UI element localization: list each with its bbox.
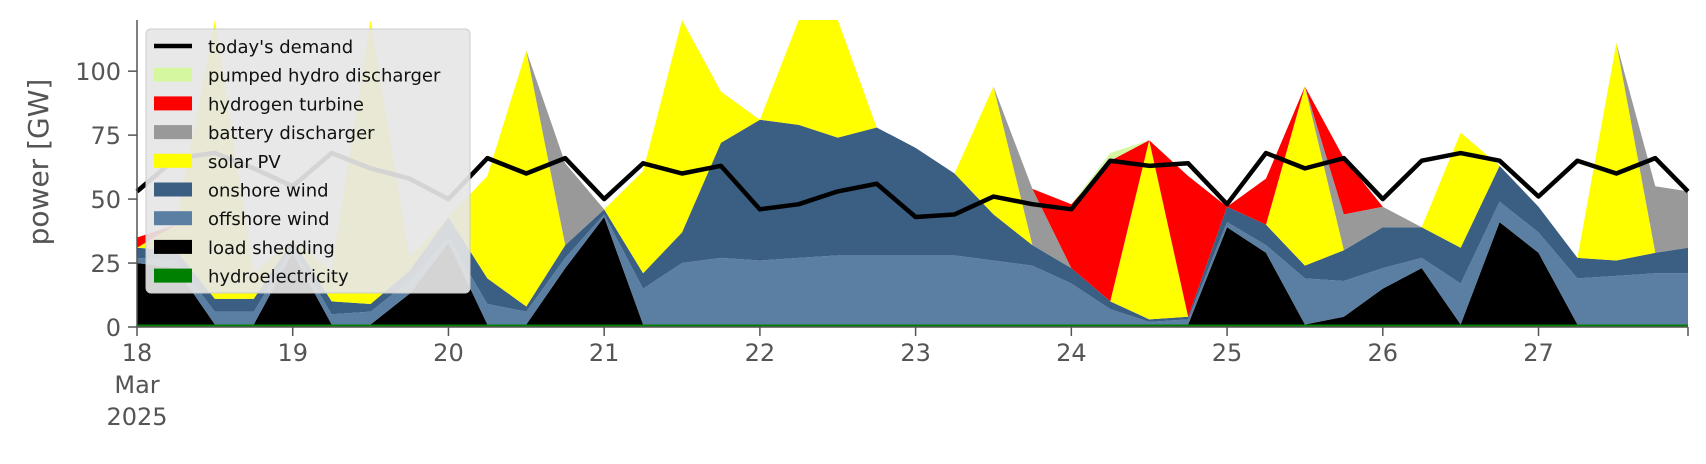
legend-swatch-onshore-wind: [154, 182, 192, 197]
y-tick-label: 0: [106, 314, 121, 342]
y-tick-label: 50: [90, 186, 121, 214]
x-tick-label: 22: [745, 339, 776, 367]
legend-swatch-hydrogen-turbine: [154, 96, 192, 111]
area-solar-pv: [137, 20, 1688, 320]
legend-label: solar PV: [208, 152, 281, 173]
legend-swatch-pumped-hydro-discharger: [154, 67, 192, 82]
x-tick-label: 27: [1523, 339, 1554, 367]
legend: today's demand pumped hydro discharger hyd…: [145, 28, 471, 294]
legend-label: today's demand: [208, 37, 353, 58]
axes: 0 25 50 75 100 18 19 20 21 22 23 24 25 26 27 Mar 2025: [75, 20, 1689, 431]
legend-label: battery discharger: [208, 123, 375, 144]
x-tick-label: 21: [589, 339, 620, 367]
x-tick-label: 26: [1368, 339, 1399, 367]
legend-swatch-load-shedding: [154, 239, 192, 254]
legend-label: hydrogen turbine: [208, 94, 364, 115]
y-axis-label: power [GW]: [22, 79, 55, 246]
x-tick-label: 19: [277, 339, 308, 367]
legend-frame: [145, 28, 471, 294]
x-tick-secondary-label: Mar: [114, 371, 159, 399]
legend-label: load shedding: [208, 238, 335, 259]
area-offshore-wind: [137, 201, 1688, 325]
x-tick-secondary-label: 2025: [106, 403, 167, 431]
legend-swatch-offshore-wind: [154, 211, 192, 226]
x-tick-label: 18: [122, 339, 153, 367]
area-onshore-wind: [137, 119, 1688, 322]
legend-label: offshore wind: [208, 209, 330, 230]
y-tick-label: 25: [90, 250, 121, 278]
legend-label: onshore wind: [208, 181, 329, 202]
x-tick-label: 24: [1056, 339, 1087, 367]
y-tick-label: 100: [75, 58, 121, 86]
x-tick-label: 23: [900, 339, 931, 367]
legend-swatch-hydroelectricity: [154, 268, 192, 283]
y-tick-label: 75: [90, 122, 121, 150]
legend-label: pumped hydro discharger: [208, 66, 441, 87]
x-tick-label: 25: [1212, 339, 1243, 367]
x-tick-label: 20: [433, 339, 464, 367]
legend-swatch-battery-discharger: [154, 125, 192, 140]
legend-swatch-solar-pv: [154, 153, 192, 168]
legend-label: hydroelectricity: [208, 267, 349, 288]
